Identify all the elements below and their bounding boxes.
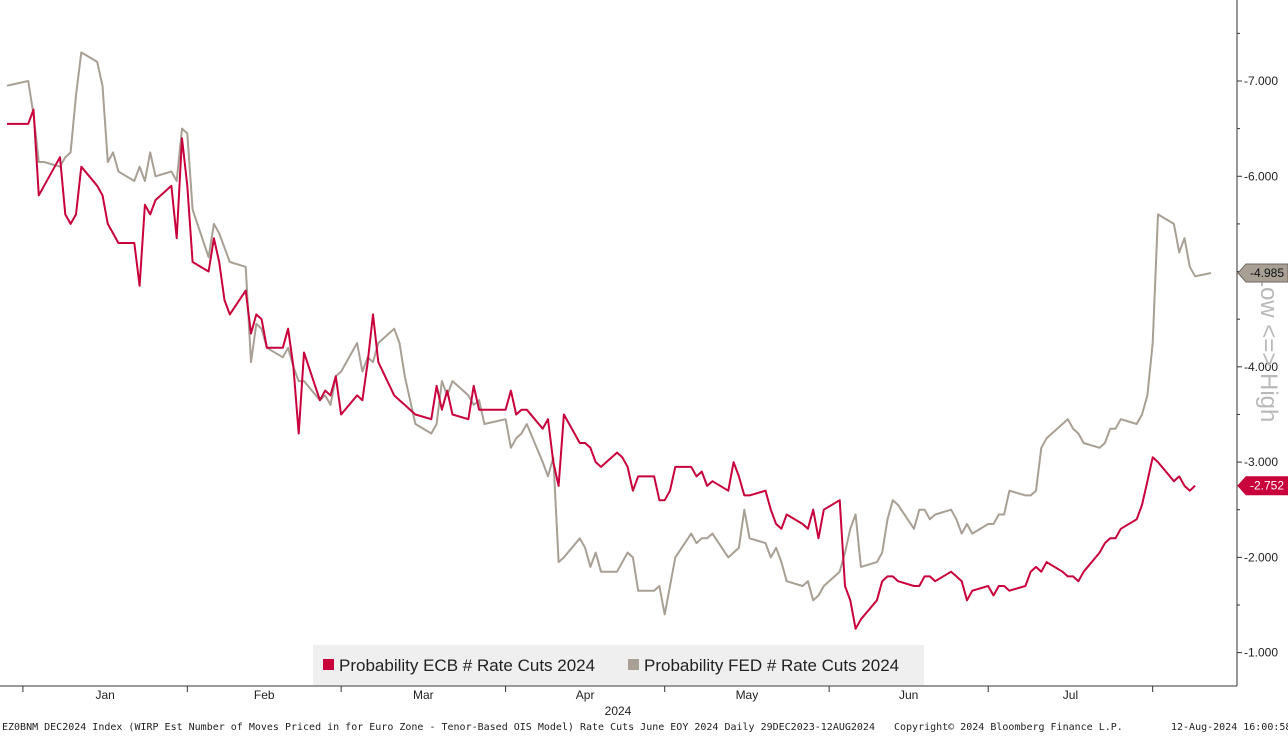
footer-description: EZ0BNM DEC2024 Index (WIRP Est Number of… <box>2 722 875 733</box>
x-year-label: 2024 <box>605 704 632 718</box>
y-tick-label: -3.000 <box>1244 455 1278 469</box>
footer-copyright: Copyright© 2024 Bloomberg Finance L.P. <box>894 722 1123 733</box>
series-line-fed <box>6 51 1212 616</box>
y-tick-label: -1.000 <box>1244 646 1278 660</box>
legend-swatch-ecb <box>323 659 334 670</box>
x-month-label: Apr <box>576 688 595 702</box>
legend-label-fed: Probability FED # Rate Cuts 2024 <box>644 656 899 675</box>
x-month-label: May <box>736 688 759 702</box>
last-value-tag-fed <box>1237 263 1288 283</box>
footer-timestamp: 12-Aug-2024 16:00:58 <box>1171 722 1288 733</box>
series-line-ecb <box>7 108 1196 630</box>
x-month-label: Jun <box>899 688 918 702</box>
legend-label-ecb: Probability ECB # Rate Cuts 2024 <box>339 656 595 675</box>
x-month-label: Jul <box>1063 688 1078 702</box>
legend-box <box>313 645 924 685</box>
last-value-label-ecb: -2.752 <box>1250 479 1284 493</box>
x-month-label: Mar <box>413 688 434 702</box>
y-tick-label: -7.000 <box>1244 74 1278 88</box>
x-month-label: Feb <box>254 688 275 702</box>
plot-area: -1.000-2.000-3.000-4.000-5.000-6.000-7.0… <box>0 0 1288 718</box>
y-tick-label: -6.000 <box>1244 169 1278 183</box>
y-tick-label: -4.000 <box>1244 360 1278 374</box>
last-value-label-fed: -4.985 <box>1250 266 1284 280</box>
y-tick-label: -2.000 <box>1244 550 1278 564</box>
low-high-annotation: Low <=> High <box>1255 274 1282 423</box>
legend-swatch-fed <box>628 659 639 670</box>
x-month-label: Jan <box>95 688 114 702</box>
last-value-tag-ecb <box>1237 476 1288 496</box>
